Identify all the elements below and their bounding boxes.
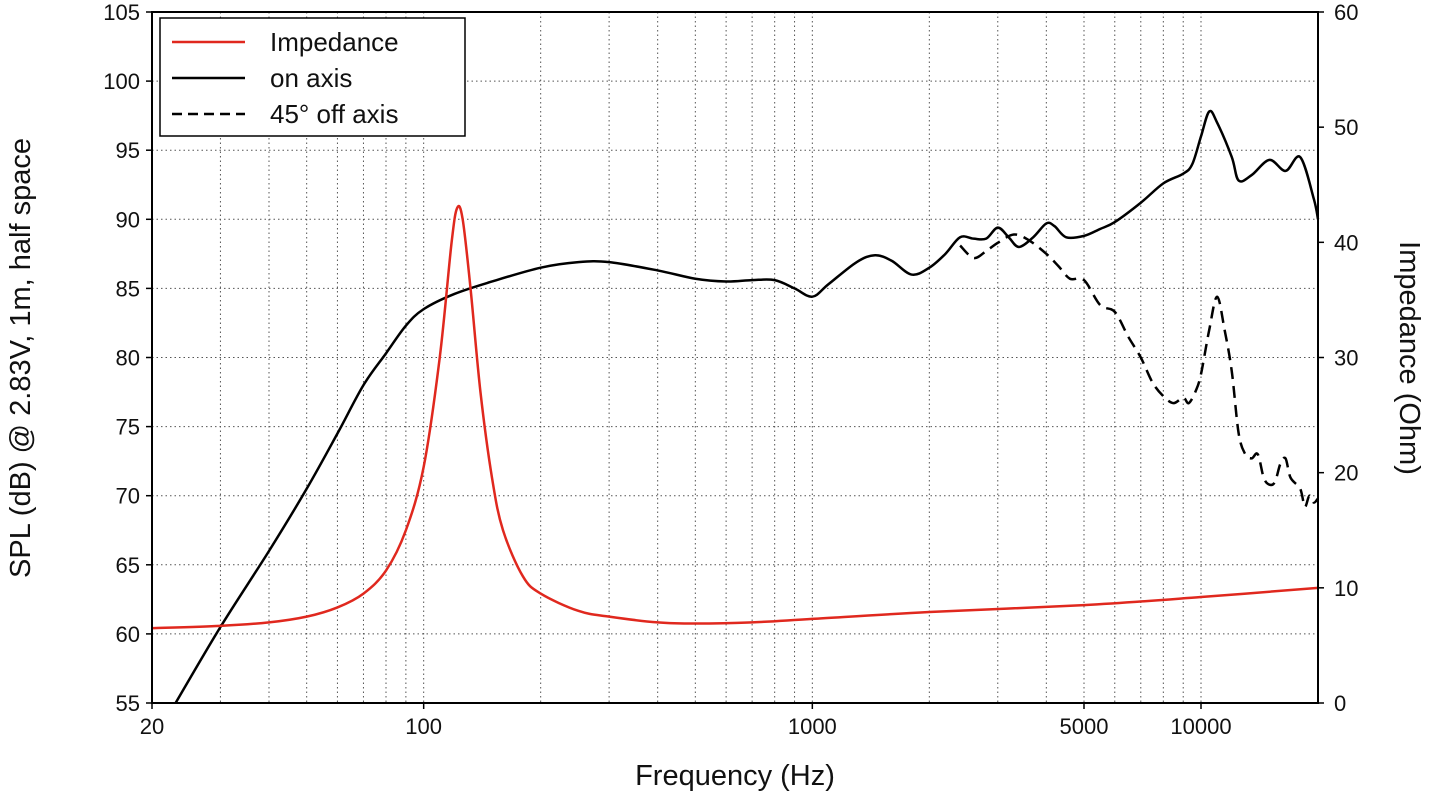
y2-tick-label: 30 — [1334, 346, 1358, 371]
x-tick-label: 100 — [405, 714, 442, 739]
series-line-impedance — [151, 204, 1319, 630]
y2-tick-label: 10 — [1334, 576, 1358, 601]
series-line-45-off-axis — [959, 233, 1319, 509]
y2-tick-label: 0 — [1334, 691, 1346, 716]
legend-label-impedance: Impedance — [270, 27, 399, 57]
y-tick-label: 65 — [116, 553, 140, 578]
x-tick-label: 10000 — [1170, 714, 1231, 739]
series-line-on-axis — [174, 109, 1320, 704]
series-layer — [151, 109, 1320, 704]
y-tick-label: 100 — [103, 69, 140, 94]
y2-tick-label: 50 — [1334, 115, 1358, 140]
legend-label-off-axis: 45° off axis — [270, 99, 398, 129]
y-tick-label: 55 — [116, 691, 140, 716]
legend: Impedance on axis 45° off axis — [159, 17, 466, 137]
y2-axis-title: Impedance (Ohm) — [1393, 241, 1425, 475]
y-tick-label: 90 — [116, 207, 140, 232]
plot-frame — [151, 11, 1319, 704]
y-axis-title: SPL (dB) @ 2.83V, 1m, half space — [5, 138, 37, 578]
y-tick-label: 75 — [116, 415, 140, 440]
y-tick-label: 70 — [116, 484, 140, 509]
y-tick-label: 80 — [116, 346, 140, 371]
y-tick-label: 105 — [103, 0, 140, 25]
y2-tick-label: 40 — [1334, 230, 1358, 255]
x-axis-title: Frequency (Hz) — [635, 760, 835, 792]
x-tick-label: 20 — [140, 714, 164, 739]
y2-tick-label: 60 — [1334, 0, 1358, 25]
y-tick-label: 85 — [116, 276, 140, 301]
y2-tick-label: 20 — [1334, 461, 1358, 486]
y-tick-label: 95 — [116, 138, 140, 163]
x-tick-label: 1000 — [788, 714, 837, 739]
y-tick-label: 60 — [116, 622, 140, 647]
x-tick-label: 5000 — [1060, 714, 1109, 739]
legend-label-on-axis: on axis — [270, 63, 352, 93]
axis-ticks: 55 60 65 70 75 80 85 90 95 100 105 0 10 20 30 40 50 60 20 1… — [103, 0, 1358, 739]
